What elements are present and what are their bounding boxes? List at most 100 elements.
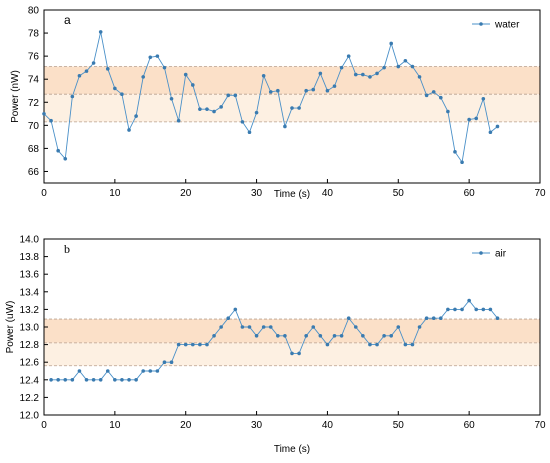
data-point xyxy=(261,73,266,78)
x-tick-label: 20 xyxy=(180,420,192,431)
data-point xyxy=(332,334,337,338)
legend-label: water xyxy=(494,20,520,31)
data-point xyxy=(495,124,500,129)
y-tick-label: 80 xyxy=(28,6,40,17)
data-point xyxy=(169,97,174,101)
data-point xyxy=(297,106,301,110)
data-point xyxy=(353,325,358,329)
data-point xyxy=(134,114,138,118)
data-point xyxy=(346,54,351,58)
x-axis-title: Time (s) xyxy=(274,189,310,200)
plot-frame xyxy=(43,9,541,184)
data-point xyxy=(219,325,223,329)
data-point xyxy=(424,316,429,321)
data-point xyxy=(70,378,75,382)
data-point xyxy=(396,64,401,69)
x-tick-label: 60 xyxy=(464,188,476,199)
y-tick-label: 74 xyxy=(28,75,40,86)
data-point xyxy=(410,342,415,347)
data-point xyxy=(346,316,351,321)
data-point xyxy=(70,94,75,99)
data-point xyxy=(474,307,479,312)
data-point xyxy=(488,307,493,312)
data-point xyxy=(247,130,252,135)
data-point xyxy=(226,93,231,98)
x-tick-label: 10 xyxy=(109,188,121,199)
data-point xyxy=(127,128,131,132)
data-point xyxy=(63,378,68,382)
x-tick-label: 20 xyxy=(180,188,192,199)
data-point xyxy=(98,30,103,34)
data-point xyxy=(56,148,60,153)
x-tick-label: 70 xyxy=(534,188,546,199)
data-point xyxy=(318,71,323,76)
band-upper xyxy=(44,66,540,95)
y-axis-title: Power (nW) xyxy=(10,70,21,123)
data-point xyxy=(325,342,330,347)
data-point xyxy=(361,72,365,77)
x-tick-label: 50 xyxy=(393,420,405,431)
x-tick-label: 50 xyxy=(393,188,405,199)
data-point xyxy=(191,83,195,87)
data-point xyxy=(325,88,330,93)
data-point xyxy=(254,110,259,115)
data-point xyxy=(254,334,259,338)
data-point xyxy=(233,307,238,312)
data-point xyxy=(113,378,117,382)
data-point xyxy=(219,105,223,109)
data-point xyxy=(84,69,89,73)
data-point xyxy=(120,378,124,382)
data-point xyxy=(311,325,316,329)
data-point xyxy=(389,41,394,46)
data-point xyxy=(183,342,188,347)
panel-label: b xyxy=(64,242,70,256)
data-point xyxy=(424,93,429,98)
data-point xyxy=(240,120,245,124)
y-tick-label: 12.2 xyxy=(20,393,40,404)
y-tick-label: 12.8 xyxy=(20,340,40,351)
data-point xyxy=(396,325,401,329)
legend-marker xyxy=(479,22,483,26)
data-point xyxy=(389,334,394,338)
data-point xyxy=(198,342,202,347)
legend-marker xyxy=(479,251,483,255)
data-point xyxy=(77,73,82,78)
data-point xyxy=(105,369,110,373)
data-point xyxy=(332,84,337,88)
panel-label: a xyxy=(64,13,71,27)
y-tick-label: 70 xyxy=(28,121,40,132)
data-point xyxy=(375,71,379,76)
y-tick-label: 13.8 xyxy=(20,252,40,263)
data-point xyxy=(439,95,443,100)
data-point xyxy=(283,124,287,129)
data-point xyxy=(446,307,450,312)
data-point xyxy=(460,160,464,165)
data-point xyxy=(49,378,53,382)
data-point xyxy=(375,342,379,347)
y-tick-label: 72 xyxy=(28,98,40,109)
x-tick-label: 30 xyxy=(251,188,263,199)
y-tick-label: 13.4 xyxy=(20,287,40,298)
y-axis-title: Power (uW) xyxy=(5,301,16,354)
data-point xyxy=(453,150,457,154)
data-point xyxy=(113,86,117,91)
legend-label: air xyxy=(495,249,507,260)
data-point xyxy=(304,88,308,93)
data-point xyxy=(488,130,493,135)
data-point xyxy=(460,307,464,312)
data-point xyxy=(77,369,82,373)
data-point xyxy=(141,75,145,79)
data-point xyxy=(431,90,436,94)
data-point xyxy=(233,93,238,98)
data-point xyxy=(495,316,500,321)
y-tick-label: 13.6 xyxy=(20,270,40,281)
data-point xyxy=(276,88,280,93)
data-point xyxy=(91,378,96,382)
data-point xyxy=(311,87,316,92)
data-point xyxy=(127,378,131,382)
y-tick-label: 76 xyxy=(28,52,40,63)
data-point xyxy=(205,107,209,111)
y-tick-label: 12.0 xyxy=(20,411,40,422)
data-point xyxy=(63,156,68,161)
